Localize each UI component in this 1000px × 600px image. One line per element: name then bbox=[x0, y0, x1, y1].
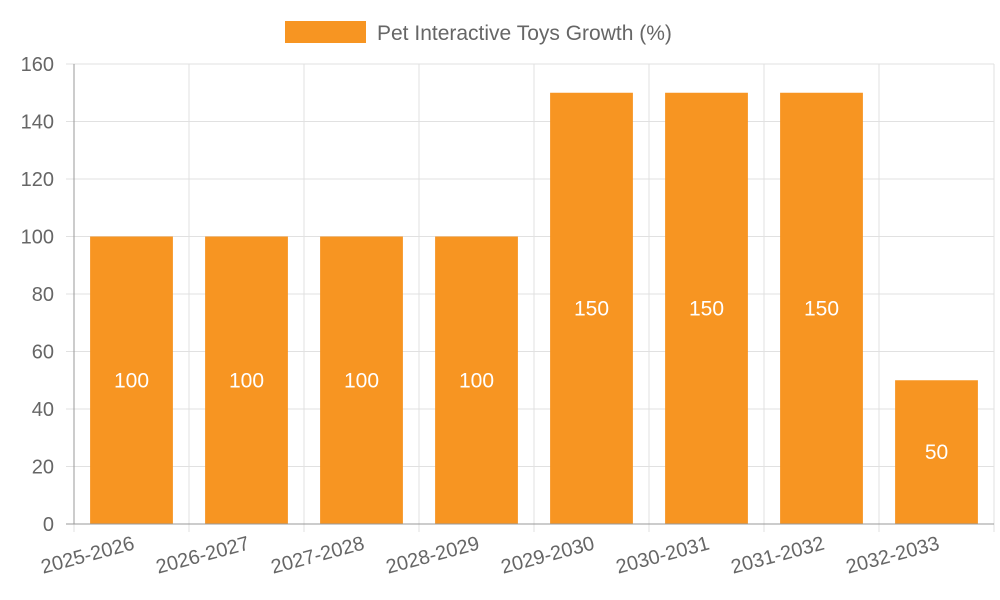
x-tick-label: 2027-2028 bbox=[269, 533, 367, 579]
y-tick-label: 20 bbox=[32, 457, 54, 479]
x-tick-label: 2031-2032 bbox=[729, 533, 827, 579]
data-label-2029-2030: 150 bbox=[574, 297, 609, 320]
y-tick-label: 120 bbox=[21, 169, 54, 191]
bar-2031-2032[interactable] bbox=[780, 92, 863, 524]
y-tick-label: 0 bbox=[43, 514, 54, 536]
legend-swatch bbox=[285, 21, 366, 43]
y-tick-label: 160 bbox=[21, 54, 54, 76]
y-tick-label: 60 bbox=[32, 342, 54, 364]
bar-2026-2027[interactable] bbox=[205, 236, 288, 525]
x-tick-label: 2028-2029 bbox=[384, 533, 482, 579]
data-label-2028-2029: 100 bbox=[459, 369, 494, 392]
x-tick-label: 2026-2027 bbox=[154, 533, 252, 579]
legend[interactable]: Pet Interactive Toys Growth (%) bbox=[285, 21, 672, 45]
data-label-2026-2027: 100 bbox=[229, 369, 264, 392]
legend-label: Pet Interactive Toys Growth (%) bbox=[377, 22, 672, 45]
y-axis-ticks: 0 20 40 60 80 100 120 140 160 bbox=[21, 54, 54, 536]
bar-2029-2030[interactable] bbox=[550, 92, 633, 524]
data-label-2030-2031: 150 bbox=[689, 297, 724, 320]
data-label-2025-2026: 100 bbox=[114, 369, 149, 392]
bars bbox=[90, 92, 978, 525]
bar-2025-2026[interactable] bbox=[90, 236, 173, 525]
x-tick-label: 2032-2033 bbox=[844, 533, 942, 579]
bar-labels: 100 100 100 100 150 150 150 50 bbox=[114, 297, 948, 464]
data-label-2032-2033: 50 bbox=[925, 441, 948, 464]
bar-2030-2031[interactable] bbox=[665, 92, 748, 524]
x-tick-label: 2030-2031 bbox=[614, 533, 712, 579]
x-axis-ticks: 2025-2026 2026-2027 2027-2028 2028-2029 2029… bbox=[39, 533, 942, 579]
y-tick-label: 80 bbox=[32, 284, 54, 306]
y-tick-label: 100 bbox=[21, 227, 54, 249]
bar-2032-2033[interactable] bbox=[895, 380, 978, 524]
data-label-2027-2028: 100 bbox=[344, 369, 379, 392]
y-tick-label: 140 bbox=[21, 112, 54, 134]
axes bbox=[66, 64, 994, 525]
data-label-2031-2032: 150 bbox=[804, 297, 839, 320]
x-tick-label: 2029-2030 bbox=[499, 533, 597, 579]
bar-2027-2028[interactable] bbox=[320, 236, 403, 525]
y-tick-label: 40 bbox=[32, 399, 54, 421]
x-tick-label: 2025-2026 bbox=[39, 533, 137, 579]
bar-2028-2029[interactable] bbox=[435, 236, 518, 525]
